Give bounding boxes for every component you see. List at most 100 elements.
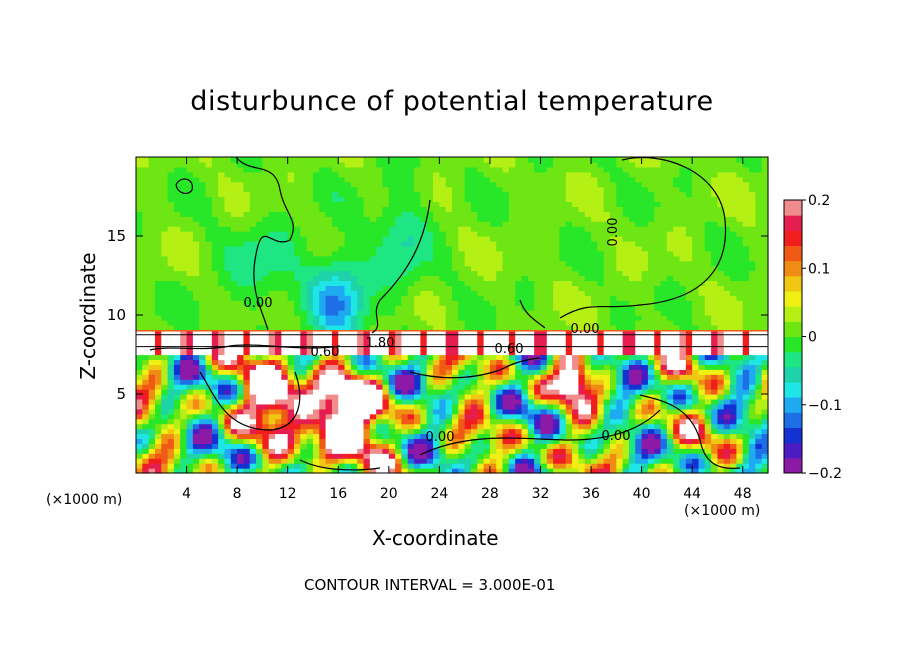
field-cell bbox=[173, 290, 181, 296]
field-cell bbox=[312, 374, 320, 380]
field-cell bbox=[287, 221, 295, 227]
field-cell bbox=[331, 206, 339, 212]
field-cell bbox=[515, 245, 523, 252]
field-cell bbox=[180, 226, 188, 232]
field-cell bbox=[306, 394, 314, 400]
field-cell bbox=[420, 260, 428, 267]
field-cell bbox=[439, 285, 447, 291]
field-cell bbox=[565, 389, 573, 395]
field-cell bbox=[262, 339, 270, 346]
field-cell bbox=[142, 438, 150, 444]
field-cell bbox=[622, 433, 630, 440]
field-cell bbox=[534, 240, 542, 247]
field-cell bbox=[300, 216, 308, 222]
field-cell bbox=[388, 295, 396, 301]
field-cell bbox=[211, 300, 219, 306]
field-cell bbox=[527, 458, 535, 464]
field-cell bbox=[331, 463, 339, 469]
field-cell bbox=[477, 300, 485, 306]
field-cell bbox=[395, 354, 403, 361]
field-cell bbox=[306, 245, 314, 252]
field-cell bbox=[540, 201, 548, 207]
field-cell bbox=[382, 354, 390, 361]
field-cell bbox=[401, 428, 409, 435]
field-cell bbox=[597, 423, 605, 430]
field-cell bbox=[597, 206, 605, 212]
field-cell bbox=[610, 236, 617, 242]
field-cell bbox=[584, 216, 592, 222]
field-cell bbox=[262, 181, 270, 188]
field-cell bbox=[287, 413, 295, 420]
field-cell bbox=[262, 408, 270, 415]
field-cell bbox=[350, 458, 358, 464]
field-cell bbox=[192, 295, 200, 301]
field-cell bbox=[578, 379, 586, 385]
field-cell bbox=[275, 186, 282, 193]
field-cell bbox=[218, 290, 226, 296]
field-cell bbox=[306, 315, 314, 321]
field-cell bbox=[243, 231, 251, 237]
field-cell bbox=[369, 196, 377, 203]
field-cell bbox=[287, 374, 295, 380]
field-cell bbox=[268, 374, 276, 380]
field-cell bbox=[338, 453, 346, 459]
field-cell bbox=[496, 265, 504, 272]
field-cell bbox=[331, 433, 339, 440]
field-cell bbox=[527, 369, 535, 375]
field-cell bbox=[237, 324, 245, 331]
field-cell bbox=[192, 448, 200, 454]
field-cell bbox=[591, 458, 598, 464]
field-cell bbox=[382, 166, 390, 173]
field-cell bbox=[572, 216, 579, 222]
field-cell bbox=[262, 344, 270, 351]
field-cell bbox=[616, 359, 624, 365]
field-cell bbox=[357, 344, 365, 351]
field-cell bbox=[136, 339, 143, 346]
field-cell bbox=[338, 280, 346, 286]
field-cell bbox=[376, 300, 384, 306]
field-cell bbox=[515, 468, 523, 474]
field-cell bbox=[357, 438, 365, 444]
field-cell bbox=[205, 334, 213, 341]
field-cell bbox=[458, 275, 466, 282]
field-cell bbox=[154, 349, 162, 356]
field-cell bbox=[199, 157, 207, 163]
field-cell bbox=[433, 369, 440, 375]
field-cell bbox=[534, 344, 542, 351]
field-cell bbox=[344, 305, 352, 311]
field-cell bbox=[167, 181, 175, 188]
field-cell bbox=[603, 226, 611, 232]
field-cell bbox=[616, 394, 624, 400]
field-cell bbox=[281, 176, 289, 183]
field-cell bbox=[610, 364, 617, 370]
field-cell bbox=[218, 300, 226, 306]
field-cell bbox=[350, 157, 358, 163]
field-cell bbox=[553, 448, 561, 454]
field-cell bbox=[464, 408, 472, 415]
field-cell bbox=[603, 240, 611, 247]
field-cell bbox=[395, 290, 403, 296]
field-cell bbox=[192, 157, 200, 163]
field-cell bbox=[565, 408, 573, 415]
field-cell bbox=[521, 285, 529, 291]
field-cell bbox=[319, 275, 327, 282]
field-cell bbox=[148, 305, 156, 311]
field-cell bbox=[603, 349, 611, 356]
field-cell bbox=[439, 364, 447, 370]
field-cell bbox=[205, 176, 213, 183]
field-cell bbox=[167, 300, 175, 306]
field-cell bbox=[331, 408, 339, 415]
field-cell bbox=[452, 418, 459, 425]
field-cell bbox=[616, 260, 624, 267]
field-cell bbox=[287, 211, 295, 217]
field-cell bbox=[464, 364, 472, 370]
field-cell bbox=[350, 344, 358, 351]
field-cell bbox=[287, 453, 295, 459]
field-cell bbox=[496, 255, 504, 262]
field-cell bbox=[502, 403, 510, 410]
field-cell bbox=[559, 468, 567, 474]
field-cell bbox=[534, 290, 542, 296]
field-cell bbox=[319, 443, 327, 449]
field-cell bbox=[186, 369, 194, 375]
